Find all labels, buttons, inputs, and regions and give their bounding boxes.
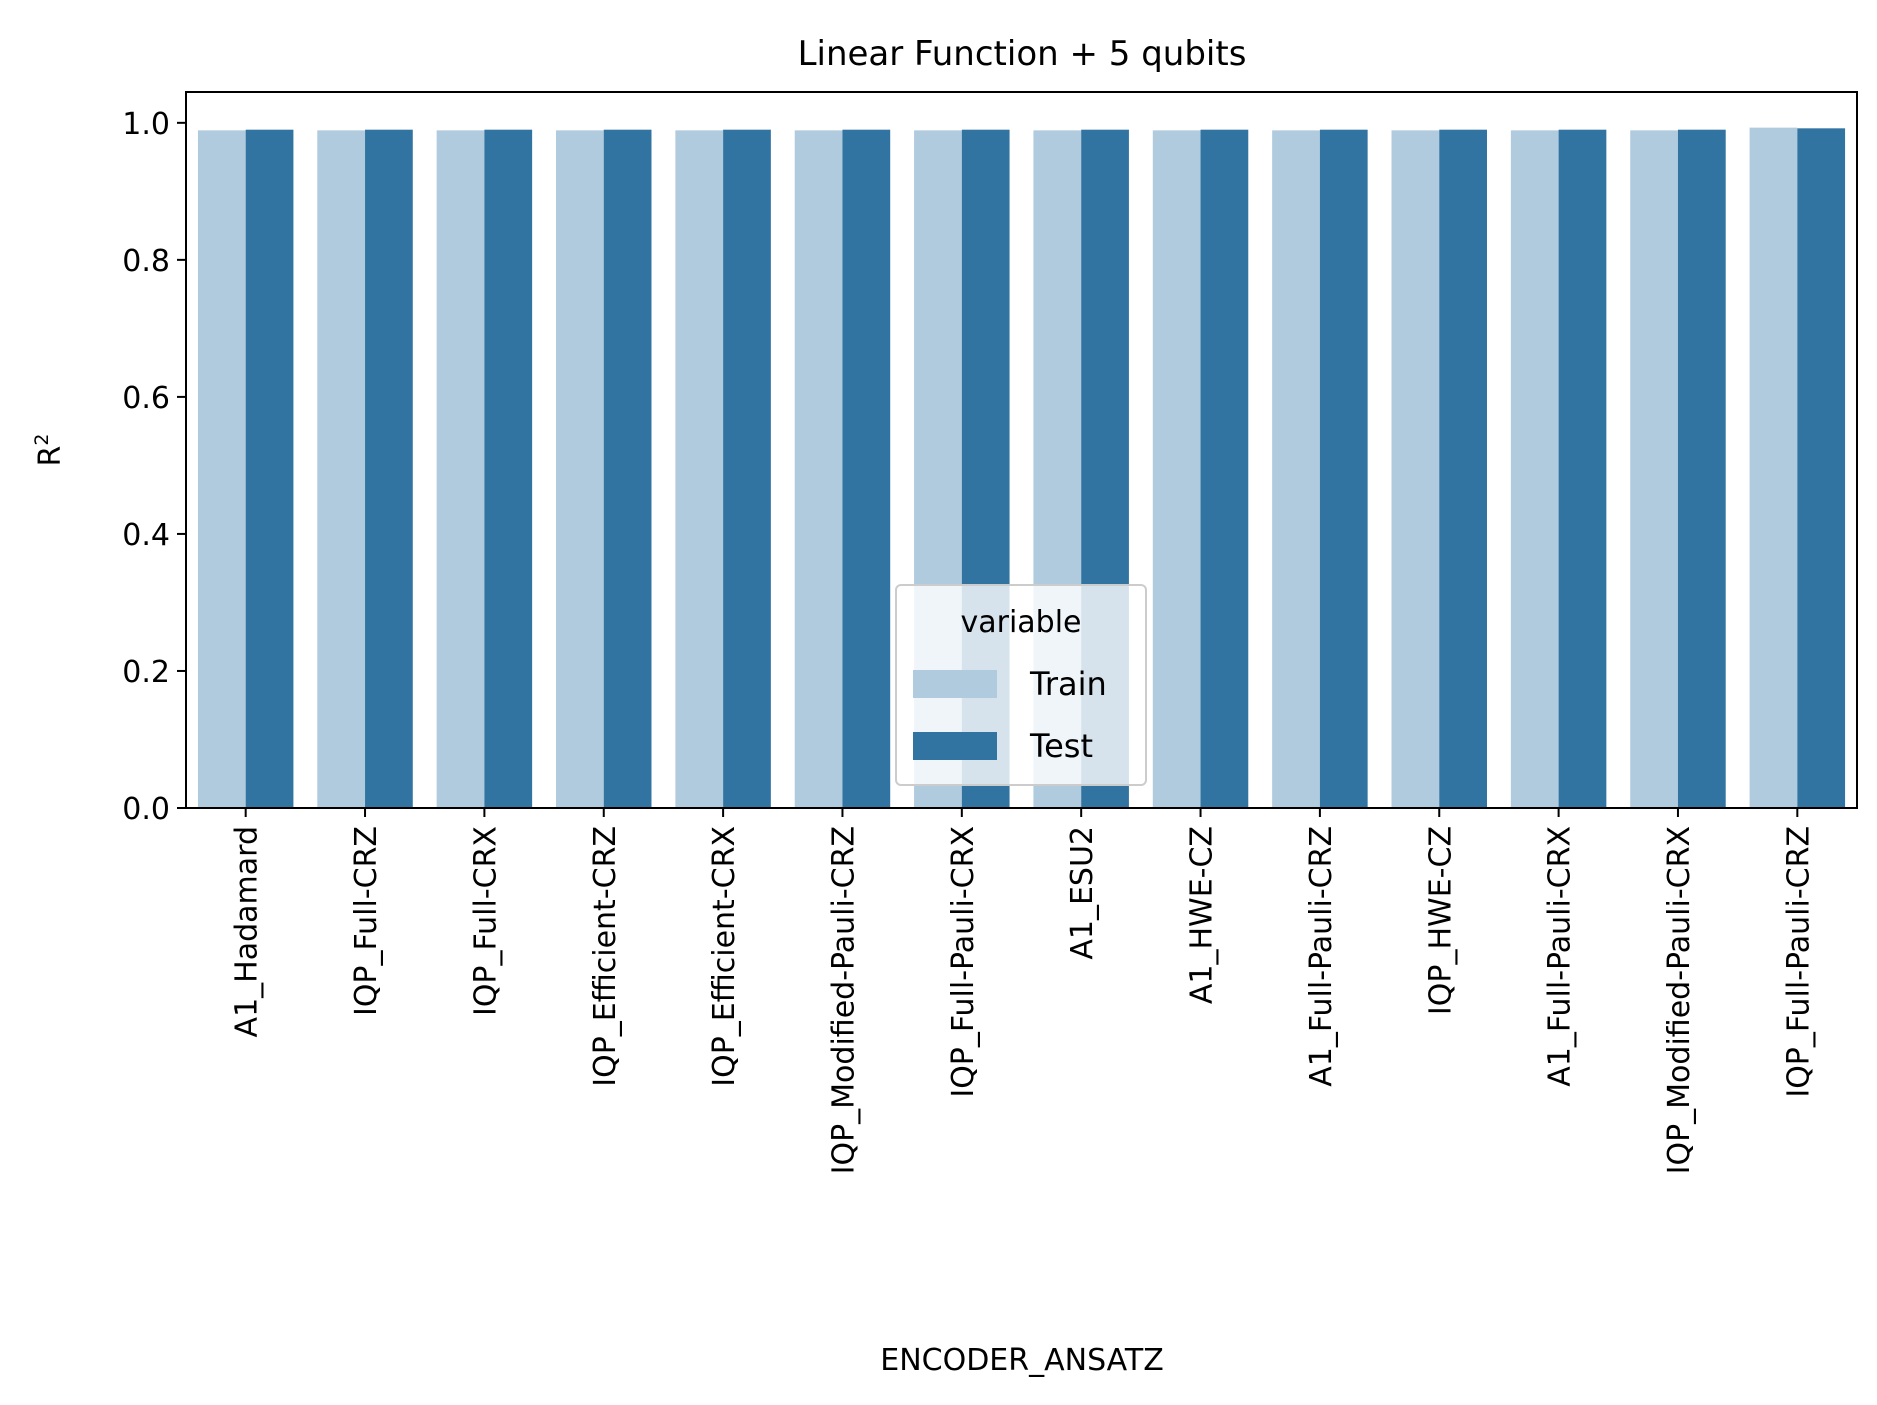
legend-title: variable [960, 605, 1081, 640]
bar-train-13 [1749, 127, 1798, 808]
bar-train-9 [1272, 130, 1320, 808]
legend-swatch-train [913, 670, 997, 698]
legend: variable Train Test [895, 584, 1147, 786]
bar-test-10 [1439, 129, 1487, 808]
bar-train-2 [436, 130, 485, 808]
legend-label-test: Test [1029, 727, 1093, 765]
legend-label-train: Train [1029, 665, 1107, 703]
bar-train-3 [556, 130, 604, 808]
x-tick-label-10: IQP_HWE-CZ [1423, 826, 1458, 1015]
y-axis: 0.0 0.2 0.4 0.6 0.8 1.0 [122, 107, 186, 827]
x-tick-label-1: IQP_Full-CRZ [349, 826, 384, 1016]
x-tick-label-9: A1_Full-Pauli-CRZ [1304, 826, 1339, 1087]
bar-test-5 [842, 129, 891, 808]
y-axis-label-base: R [33, 446, 68, 467]
bar-train-1 [317, 130, 366, 808]
bars-layer [197, 127, 1846, 809]
bar-train-8 [1152, 130, 1201, 808]
y-tick-label-4: 0.8 [122, 244, 170, 279]
bar-train-11 [1510, 130, 1559, 808]
y-tick-label-3: 0.6 [122, 381, 170, 416]
x-tick-label-0: A1_Hadamard [230, 826, 265, 1037]
bar-test-8 [1200, 129, 1249, 808]
bar-train-10 [1391, 130, 1440, 808]
chart-title: Linear Function + 5 qubits [798, 34, 1247, 74]
legend-swatch-test [913, 732, 997, 760]
bar-test-0 [245, 129, 294, 808]
plot-frame [185, 91, 1858, 809]
y-axis-label: R2 [31, 434, 68, 467]
x-tick-label-12: IQP_Modified-Pauli-CRX [1662, 826, 1697, 1174]
bar-test-13 [1797, 128, 1846, 809]
bar-test-12 [1677, 129, 1726, 808]
bar-test-11 [1558, 129, 1607, 808]
x-tick-label-3: IQP_Efficient-CRZ [588, 826, 623, 1087]
bar-train-4 [675, 130, 724, 808]
bar-test-3 [603, 129, 652, 808]
x-tick-label-8: A1_HWE-CZ [1185, 826, 1220, 1004]
x-tick-label-13: IQP_Full-Pauli-CRZ [1781, 826, 1816, 1098]
y-tick-label-2: 0.4 [122, 518, 170, 553]
bar-test-9 [1319, 129, 1368, 808]
bar-train-0 [197, 130, 246, 808]
x-axis: A1_Hadamard IQP_Full-CRZ IQP_Full-CRX IQP_E… [230, 808, 1816, 1174]
x-axis-label: ENCODER_ANSATZ [880, 1343, 1164, 1378]
y-tick-label-0: 0.0 [122, 792, 170, 827]
y-tick-label-1: 0.2 [122, 655, 170, 690]
y-axis-label-sup: 2 [31, 434, 53, 446]
bar-train-12 [1630, 130, 1678, 808]
x-tick-label-11: A1_Full-Pauli-CRX [1543, 826, 1578, 1087]
y-tick-label-5: 1.0 [122, 107, 170, 142]
x-tick-label-2: IQP_Full-CRX [468, 826, 503, 1016]
bar-train-5 [794, 130, 843, 808]
bar-test-4 [723, 129, 771, 808]
bar-test-2 [484, 129, 533, 808]
x-tick-label-4: IQP_Efficient-CRX [707, 826, 742, 1087]
bar-test-1 [365, 129, 413, 808]
x-tick-label-6: IQP_Full-Pauli-CRX [946, 826, 981, 1098]
x-tick-label-7: A1_ESU2 [1065, 826, 1100, 960]
x-tick-label-5: IQP_Modified-Pauli-CRZ [826, 826, 861, 1174]
